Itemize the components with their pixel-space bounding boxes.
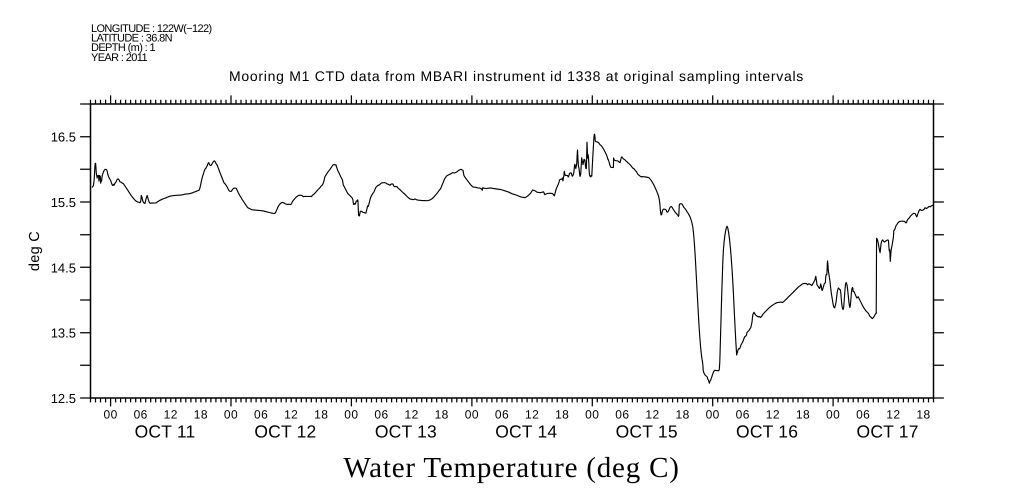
svg-text:00: 00 <box>224 408 238 422</box>
svg-text:OCT 17: OCT 17 <box>857 422 919 442</box>
svg-text:OCT 13: OCT 13 <box>375 422 437 442</box>
svg-text:OCT 11: OCT 11 <box>135 422 196 442</box>
svg-text:18: 18 <box>675 408 689 422</box>
svg-text:13.5: 13.5 <box>51 326 76 341</box>
svg-text:06: 06 <box>374 408 388 422</box>
svg-text:06: 06 <box>736 408 750 422</box>
svg-text:00: 00 <box>585 408 599 422</box>
svg-text:06: 06 <box>615 408 629 422</box>
svg-text:12: 12 <box>766 408 780 422</box>
svg-text:12: 12 <box>404 408 418 422</box>
svg-text:18: 18 <box>194 408 208 422</box>
svg-text:YEAR : 2011: YEAR : 2011 <box>91 52 147 64</box>
svg-text:00: 00 <box>706 408 720 422</box>
svg-text:12: 12 <box>284 408 298 422</box>
svg-text:12: 12 <box>645 408 659 422</box>
svg-text:LONGITUDE : 122W(−122): LONGITUDE : 122W(−122) <box>91 23 212 35</box>
svg-text:18: 18 <box>435 408 449 422</box>
svg-text:00: 00 <box>465 408 479 422</box>
svg-text:18: 18 <box>314 408 328 422</box>
svg-text:Mooring M1 CTD data from MBARI: Mooring M1 CTD data from MBARI instrumen… <box>229 68 804 84</box>
svg-text:15.5: 15.5 <box>51 195 76 210</box>
svg-text:00: 00 <box>826 408 840 422</box>
svg-text:12: 12 <box>886 408 900 422</box>
svg-text:16.5: 16.5 <box>51 130 76 145</box>
svg-text:deg C: deg C <box>27 231 43 271</box>
svg-text:00: 00 <box>344 408 358 422</box>
svg-text:12.5: 12.5 <box>51 391 76 406</box>
svg-text:06: 06 <box>856 408 870 422</box>
svg-text:06: 06 <box>254 408 268 422</box>
svg-text:12: 12 <box>525 408 539 422</box>
svg-text:00: 00 <box>103 408 117 422</box>
svg-text:OCT 16: OCT 16 <box>736 422 798 442</box>
svg-text:14.5: 14.5 <box>51 260 76 275</box>
svg-text:Water Temperature (deg C): Water Temperature (deg C) <box>343 452 679 484</box>
svg-text:18: 18 <box>555 408 569 422</box>
svg-text:18: 18 <box>796 408 810 422</box>
svg-text:OCT 12: OCT 12 <box>254 422 316 442</box>
svg-text:12: 12 <box>164 408 178 422</box>
svg-text:DEPTH (m) : 1: DEPTH (m) : 1 <box>91 42 156 54</box>
svg-text:06: 06 <box>134 408 148 422</box>
svg-text:06: 06 <box>495 408 509 422</box>
svg-text:OCT 15: OCT 15 <box>616 422 678 442</box>
svg-text:LATITUDE : 36.8N: LATITUDE : 36.8N <box>91 33 173 45</box>
svg-text:18: 18 <box>916 408 930 422</box>
svg-text:OCT 14: OCT 14 <box>495 422 557 442</box>
